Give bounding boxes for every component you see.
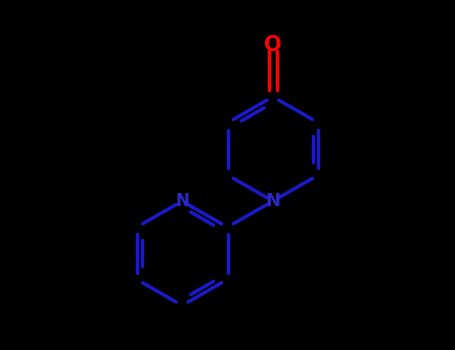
Text: O: O	[264, 35, 282, 55]
Text: N: N	[175, 192, 189, 210]
Text: N: N	[265, 192, 280, 210]
